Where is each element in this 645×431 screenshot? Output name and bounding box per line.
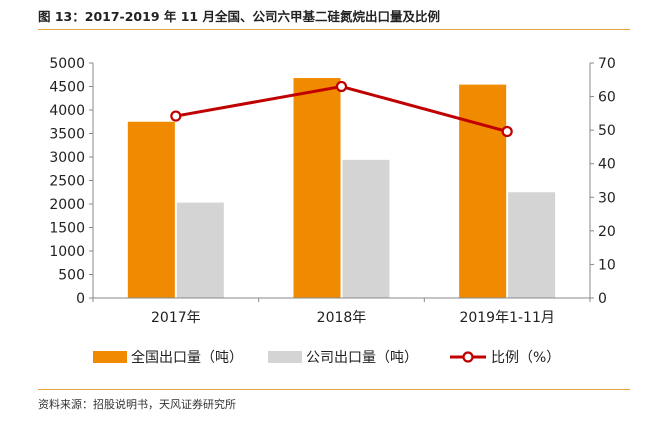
bar-national <box>459 84 507 299</box>
bar-series-group <box>127 78 556 299</box>
bar-company <box>342 159 390 298</box>
legend: 全国出口量（吨） 公司出口量（吨） 比例（%） <box>93 349 560 366</box>
y-tick-label-left: 2500 <box>49 174 85 190</box>
figure-title: 图 13：2017-2019 年 11 月全国、公司六甲基二硅氮烷出口量及比例 <box>38 9 440 24</box>
y-tick-label-right: 40 <box>598 157 616 173</box>
bar-national <box>293 78 341 298</box>
bar-company <box>508 192 556 298</box>
y-tick-label-left: 0 <box>76 291 85 307</box>
y-axis-left: 0 500 1000 1500 2000 2500 3000 3500 4000 4500 5000 <box>49 56 94 307</box>
ratio-line-group <box>170 80 513 138</box>
legend-label-ratio: 比例（%） <box>491 350 560 366</box>
x-tick-label: 2019年1-11月 <box>459 310 554 326</box>
y-tick-label-right: 20 <box>598 224 616 240</box>
bar-national <box>127 121 175 298</box>
y-tick-label-right: 0 <box>598 291 607 307</box>
y-tick-label-right: 50 <box>598 123 616 139</box>
source-note: 资料来源：招股说明书，天风证券研究所 <box>38 398 236 411</box>
y-tick-label-left: 3500 <box>49 127 85 143</box>
x-tick-label: 2017年 <box>151 310 201 326</box>
ratio-point <box>170 110 182 122</box>
x-axis: 2017年 2018年 2019年1-11月 <box>92 297 591 326</box>
chart-canvas: 0500100015002000250030003500400045005000… <box>49 56 616 366</box>
y-tick-label-left: 3000 <box>49 150 85 166</box>
y-tick-label-right: 10 <box>598 257 616 273</box>
y-tick-label-left: 1500 <box>49 221 85 237</box>
top-divider <box>38 29 630 30</box>
y-tick-label-right: 60 <box>598 90 616 106</box>
legend-label-national: 全国出口量（吨） <box>131 349 243 366</box>
bar-company <box>176 202 224 298</box>
bottom-divider <box>38 389 630 390</box>
ratio-line <box>175 84 508 133</box>
ratio-point <box>501 125 513 138</box>
y-tick-label-left: 5000 <box>49 56 85 72</box>
y-tick-label-left: 1000 <box>49 244 85 260</box>
y-axis-right: 0 10 20 30 40 50 60 70 <box>589 56 616 307</box>
x-tick-label: 2018年 <box>317 310 367 326</box>
y-tick-label-left: 500 <box>58 268 85 284</box>
y-tick-label-left: 2000 <box>49 197 85 213</box>
ratio-point <box>335 80 348 93</box>
y-tick-label-right: 30 <box>598 190 616 206</box>
y-tick-label-left: 4500 <box>49 80 85 96</box>
legend-swatch-national <box>93 351 127 363</box>
y-tick-label-right: 70 <box>598 56 616 72</box>
y-tick-label-left: 4000 <box>49 103 85 119</box>
legend-label-company: 公司出口量（吨） <box>306 350 418 366</box>
legend-swatch-company <box>268 351 302 363</box>
legend-swatch-ratio-marker <box>462 351 474 363</box>
